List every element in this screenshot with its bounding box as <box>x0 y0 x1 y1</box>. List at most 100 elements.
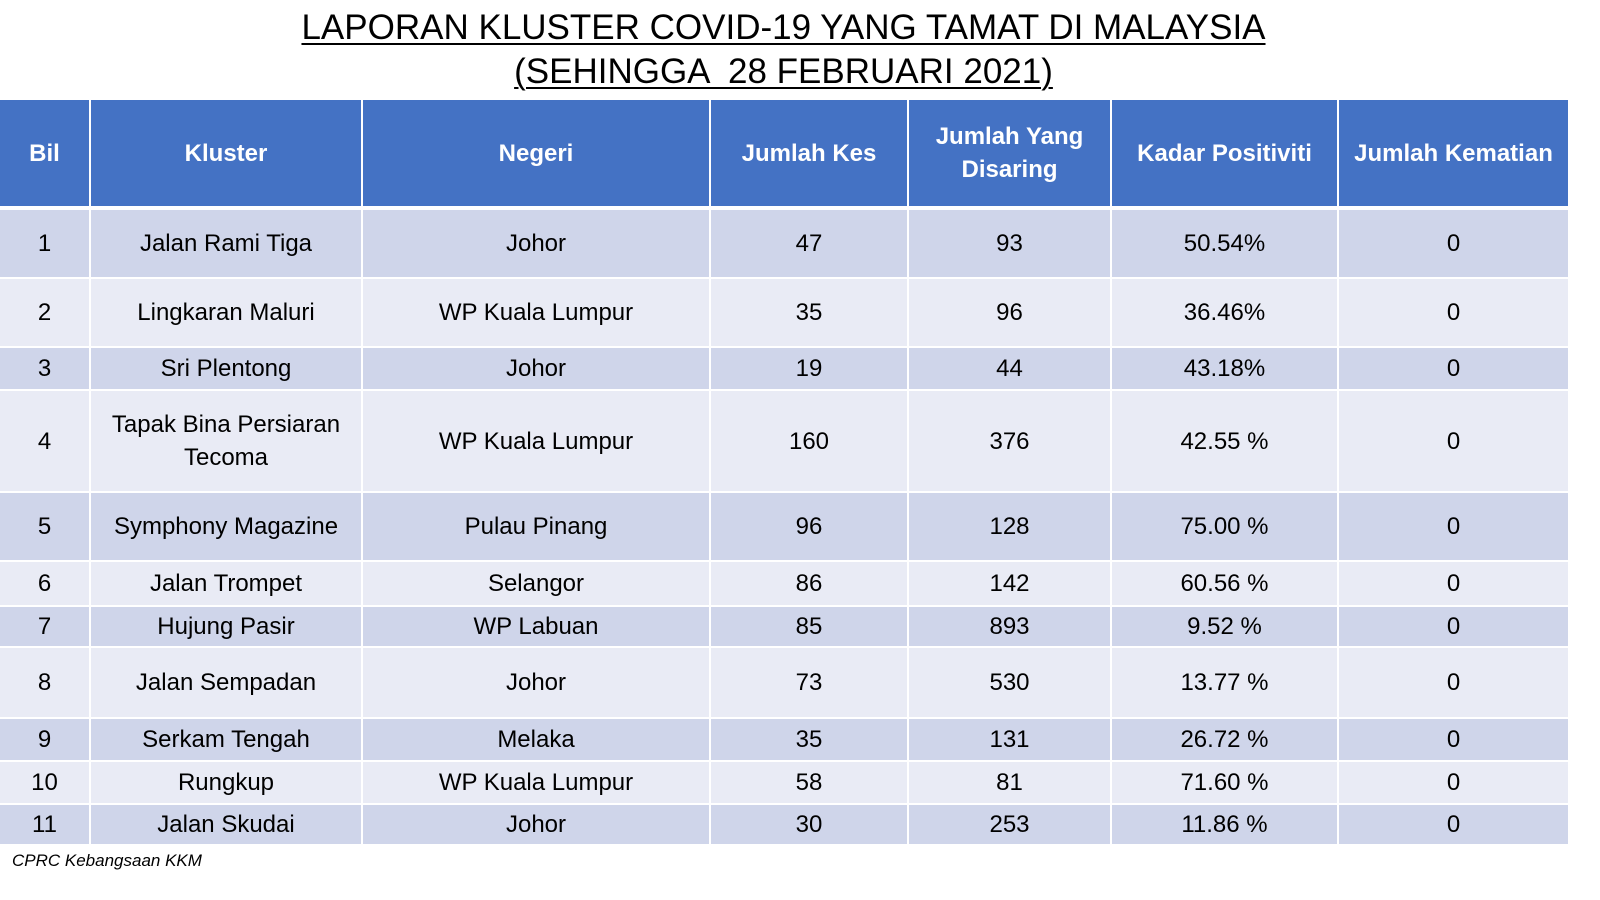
cell-jumlah-disaring: 81 <box>909 762 1112 805</box>
cell-jumlah-disaring: 253 <box>909 805 1112 846</box>
header-negeri: Negeri <box>363 100 711 210</box>
cell-bil: 2 <box>0 279 91 348</box>
report-title: LAPORAN KLUSTER COVID-19 YANG TAMAT DI M… <box>0 6 1567 94</box>
header-kluster: Kluster <box>91 100 363 210</box>
cell-jumlah-kes: 96 <box>711 493 909 562</box>
cell-kluster: Hujung Pasir <box>91 607 363 648</box>
cell-negeri: WP Kuala Lumpur <box>363 279 711 348</box>
table-row: 2 Lingkaran Maluri WP Kuala Lumpur 35 96… <box>0 279 1568 348</box>
cell-kluster: Lingkaran Maluri <box>91 279 363 348</box>
cell-negeri: WP Kuala Lumpur <box>363 391 711 493</box>
cell-bil: 10 <box>0 762 91 805</box>
cell-kadar-positiviti: 36.46% <box>1112 279 1339 348</box>
cell-kadar-positiviti: 11.86 % <box>1112 805 1339 846</box>
cell-jumlah-kematian: 0 <box>1339 391 1568 493</box>
cell-jumlah-kematian: 0 <box>1339 607 1568 648</box>
table-row: 1 Jalan Rami Tiga Johor 47 93 50.54% 0 <box>0 210 1568 279</box>
cell-bil: 1 <box>0 210 91 279</box>
cell-negeri: Melaka <box>363 719 711 762</box>
cell-kluster: Jalan Rami Tiga <box>91 210 363 279</box>
cell-jumlah-kes: 35 <box>711 279 909 348</box>
cell-bil: 4 <box>0 391 91 493</box>
table-row: 9 Serkam Tengah Melaka 35 131 26.72 % 0 <box>0 719 1568 762</box>
cell-jumlah-kes: 47 <box>711 210 909 279</box>
cell-kadar-positiviti: 43.18% <box>1112 348 1339 391</box>
cell-bil: 11 <box>0 805 91 846</box>
cell-negeri: Johor <box>363 648 711 719</box>
cell-jumlah-disaring: 893 <box>909 607 1112 648</box>
cell-jumlah-kes: 30 <box>711 805 909 846</box>
cell-kadar-positiviti: 71.60 % <box>1112 762 1339 805</box>
cell-jumlah-kematian: 0 <box>1339 279 1568 348</box>
cell-kadar-positiviti: 50.54% <box>1112 210 1339 279</box>
cell-negeri: WP Labuan <box>363 607 711 648</box>
cell-jumlah-kes: 86 <box>711 562 909 607</box>
cell-kadar-positiviti: 42.55 % <box>1112 391 1339 493</box>
table-row: 11 Jalan Skudai Johor 30 253 11.86 % 0 <box>0 805 1568 846</box>
cell-negeri: Johor <box>363 348 711 391</box>
cell-bil: 3 <box>0 348 91 391</box>
table-row: 6 Jalan Trompet Selangor 86 142 60.56 % … <box>0 562 1568 607</box>
table-row: 5 Symphony Magazine Pulau Pinang 96 128 … <box>0 493 1568 562</box>
table-row: 3 Sri Plentong Johor 19 44 43.18% 0 <box>0 348 1568 391</box>
cell-jumlah-kematian: 0 <box>1339 562 1568 607</box>
header-bil: Bil <box>0 100 91 210</box>
cell-jumlah-disaring: 128 <box>909 493 1112 562</box>
cell-jumlah-kes: 58 <box>711 762 909 805</box>
cell-bil: 5 <box>0 493 91 562</box>
cell-jumlah-kematian: 0 <box>1339 762 1568 805</box>
title-line-2: (SEHINGGA 28 FEBRUARI 2021) <box>514 52 1053 91</box>
cell-jumlah-kes: 160 <box>711 391 909 493</box>
cell-jumlah-disaring: 93 <box>909 210 1112 279</box>
cell-jumlah-disaring: 96 <box>909 279 1112 348</box>
cell-jumlah-disaring: 376 <box>909 391 1112 493</box>
title-line-1: LAPORAN KLUSTER COVID-19 YANG TAMAT DI M… <box>301 8 1266 47</box>
cell-kadar-positiviti: 75.00 % <box>1112 493 1339 562</box>
table-row: 7 Hujung Pasir WP Labuan 85 893 9.52 % 0 <box>0 607 1568 648</box>
cell-bil: 6 <box>0 562 91 607</box>
header-jumlah-kes: Jumlah Kes <box>711 100 909 210</box>
cluster-table: Bil Kluster Negeri Jumlah Kes Jumlah Yan… <box>0 100 1568 846</box>
cell-kluster: Tapak Bina Persiaran Tecoma <box>91 391 363 493</box>
cell-kluster: Jalan Skudai <box>91 805 363 846</box>
cell-jumlah-disaring: 142 <box>909 562 1112 607</box>
cell-jumlah-kes: 85 <box>711 607 909 648</box>
cell-jumlah-disaring: 44 <box>909 348 1112 391</box>
cell-kadar-positiviti: 60.56 % <box>1112 562 1339 607</box>
cell-jumlah-kes: 19 <box>711 348 909 391</box>
cell-kluster: Jalan Trompet <box>91 562 363 607</box>
cell-jumlah-kematian: 0 <box>1339 348 1568 391</box>
cell-negeri: Pulau Pinang <box>363 493 711 562</box>
cell-negeri: WP Kuala Lumpur <box>363 762 711 805</box>
cell-jumlah-kematian: 0 <box>1339 719 1568 762</box>
table-header-row: Bil Kluster Negeri Jumlah Kes Jumlah Yan… <box>0 100 1568 210</box>
cell-kluster: Serkam Tengah <box>91 719 363 762</box>
cell-jumlah-kematian: 0 <box>1339 805 1568 846</box>
cell-jumlah-disaring: 530 <box>909 648 1112 719</box>
cell-jumlah-kematian: 0 <box>1339 493 1568 562</box>
cell-bil: 7 <box>0 607 91 648</box>
header-kadar-positiviti: Kadar Positiviti <box>1112 100 1339 210</box>
cell-kluster: Jalan Sempadan <box>91 648 363 719</box>
header-jumlah-kematian: Jumlah Kematian <box>1339 100 1568 210</box>
cell-negeri: Selangor <box>363 562 711 607</box>
table-row: 10 Rungkup WP Kuala Lumpur 58 81 71.60 %… <box>0 762 1568 805</box>
cell-kluster: Symphony Magazine <box>91 493 363 562</box>
cell-bil: 8 <box>0 648 91 719</box>
header-jumlah-disaring: Jumlah Yang Disaring <box>909 100 1112 210</box>
cell-jumlah-kematian: 0 <box>1339 648 1568 719</box>
cell-negeri: Johor <box>363 210 711 279</box>
cell-kadar-positiviti: 9.52 % <box>1112 607 1339 648</box>
cell-jumlah-kes: 35 <box>711 719 909 762</box>
cell-negeri: Johor <box>363 805 711 846</box>
cell-jumlah-kes: 73 <box>711 648 909 719</box>
cell-jumlah-kematian: 0 <box>1339 210 1568 279</box>
cell-kadar-positiviti: 26.72 % <box>1112 719 1339 762</box>
cell-kluster: Sri Plentong <box>91 348 363 391</box>
table-row: 8 Jalan Sempadan Johor 73 530 13.77 % 0 <box>0 648 1568 719</box>
cell-jumlah-disaring: 131 <box>909 719 1112 762</box>
source-note: CPRC Kebangsaan KKM <box>12 851 202 870</box>
cell-kluster: Rungkup <box>91 762 363 805</box>
cell-bil: 9 <box>0 719 91 762</box>
cell-kadar-positiviti: 13.77 % <box>1112 648 1339 719</box>
